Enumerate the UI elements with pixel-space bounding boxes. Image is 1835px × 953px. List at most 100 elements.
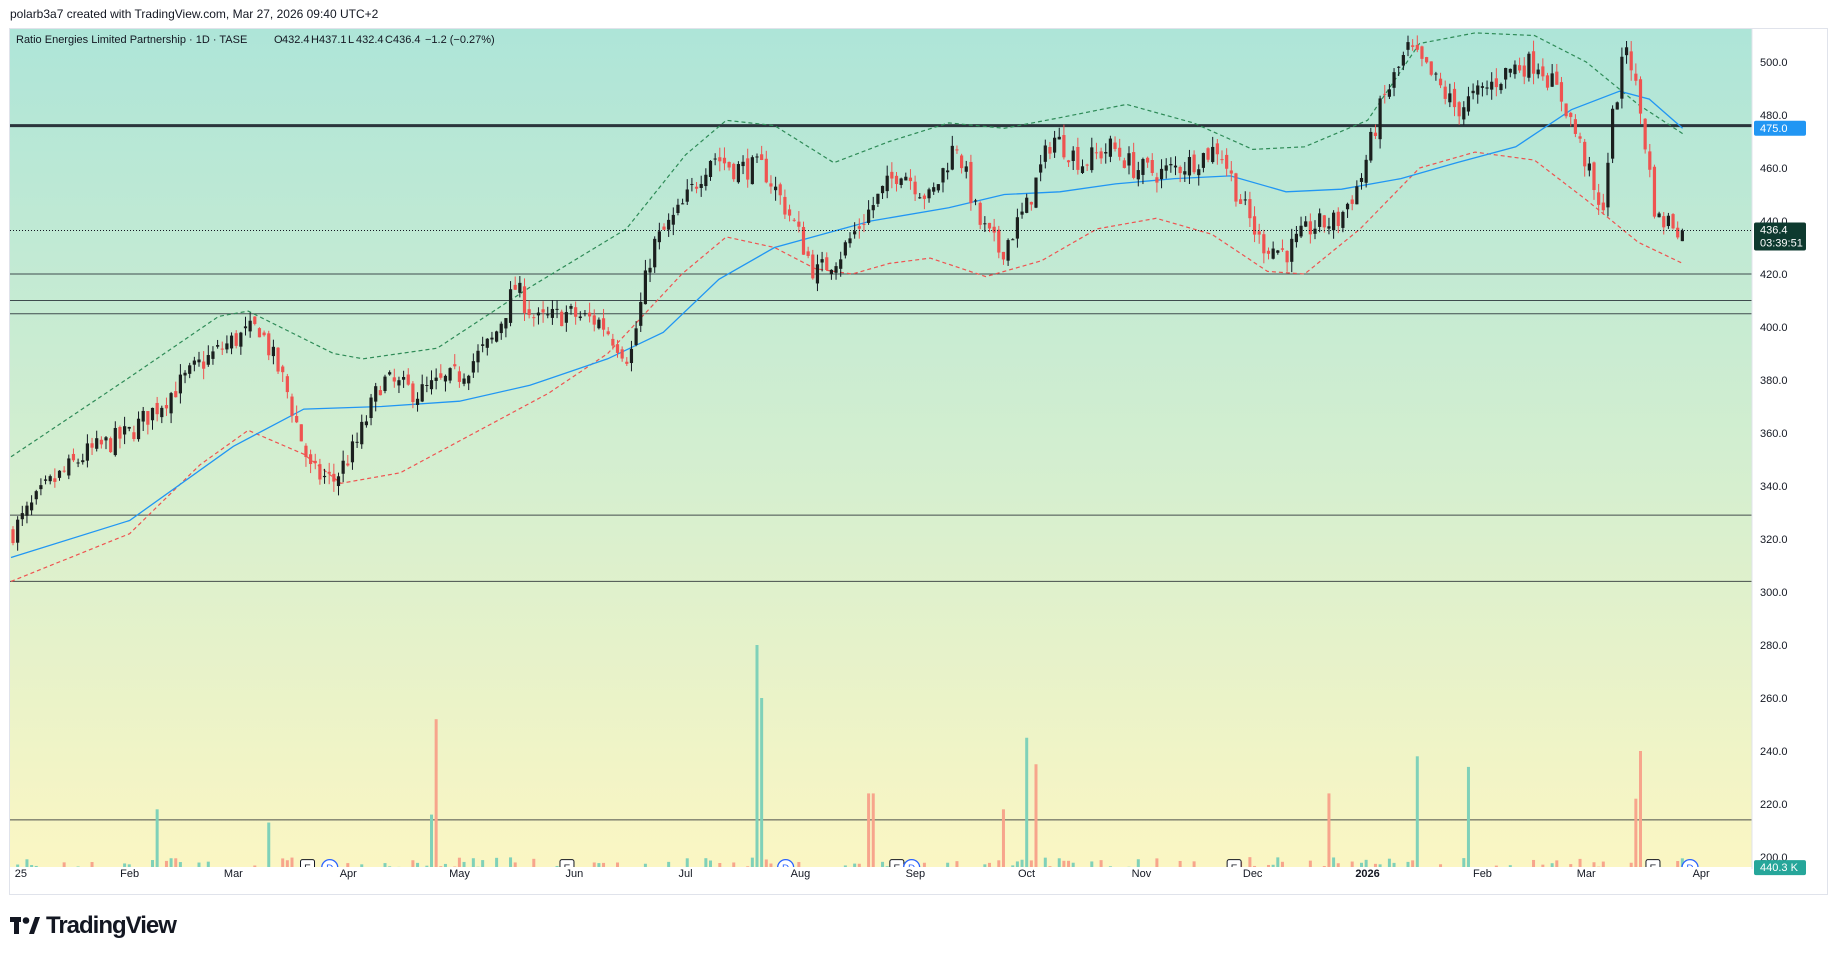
moving-average-line[interactable] — [10, 90, 1684, 559]
candle-body — [439, 373, 443, 378]
candle-body — [1039, 164, 1043, 173]
current-price-badge[interactable]: 436.403:39:51 — [1754, 222, 1806, 251]
volume-bar — [867, 793, 871, 894]
y-tick-label: 460.0 — [1760, 163, 1788, 175]
legend-c-label: C — [385, 34, 393, 46]
candle-body — [839, 259, 843, 269]
candle-body — [197, 359, 201, 363]
candles[interactable] — [11, 35, 1684, 551]
candle-body — [378, 390, 382, 396]
candle-body — [336, 476, 341, 487]
candle-body — [1583, 141, 1587, 167]
candle-body — [774, 186, 778, 191]
candle-body — [220, 348, 224, 350]
candle-body — [453, 364, 457, 367]
candle-body — [1680, 230, 1684, 242]
candle-body — [527, 309, 531, 316]
candle-body — [206, 355, 210, 365]
candle-body — [1229, 170, 1233, 174]
candle-body — [1597, 192, 1601, 205]
brand-footer[interactable]: TradingView — [10, 912, 177, 940]
candle-body — [685, 189, 689, 202]
candle-body — [1564, 103, 1568, 117]
candle-body — [1285, 250, 1289, 263]
candle-body — [1615, 102, 1619, 110]
candle-body — [973, 200, 978, 202]
candle-body — [657, 231, 661, 243]
x-tick-label: Mar — [1577, 868, 1596, 880]
price-axis[interactable] — [1752, 29, 1827, 894]
candle-body — [350, 441, 355, 463]
volume-bar — [434, 719, 438, 894]
candle-body — [1452, 88, 1457, 108]
candle-body — [1508, 68, 1512, 73]
x-tick-label: Jul — [679, 868, 693, 880]
volume-bar — [1327, 793, 1331, 894]
candle-body — [825, 257, 829, 271]
candle-body — [495, 331, 499, 342]
legend-h-value: 437.1 — [319, 34, 347, 46]
candle-body — [1197, 169, 1201, 176]
candle-body — [741, 161, 745, 167]
candle-body — [132, 432, 136, 440]
candle-body — [285, 376, 289, 393]
time-axis[interactable] — [10, 867, 1827, 894]
candle-body — [801, 226, 806, 255]
candle-body — [1276, 250, 1280, 253]
candle-body — [1397, 66, 1401, 68]
candle-body — [155, 402, 159, 415]
candle-body — [1299, 225, 1303, 237]
candle-body — [1178, 166, 1182, 174]
candle-body — [1043, 145, 1047, 162]
candle-body — [341, 460, 345, 474]
candle-body — [1341, 211, 1345, 228]
candle-body — [95, 438, 99, 449]
candle-body — [1183, 171, 1187, 175]
volume-bar — [755, 645, 759, 894]
candle-body — [941, 168, 945, 183]
y-tick-label: 220.0 — [1760, 799, 1788, 811]
lower-band-line[interactable] — [10, 151, 1683, 582]
candle-body — [267, 333, 271, 356]
candle-body — [1601, 202, 1605, 211]
candle-body — [485, 338, 489, 348]
candle-body — [1020, 211, 1024, 215]
candle-body — [676, 204, 680, 213]
candle-body — [1332, 212, 1336, 231]
candle-body — [1541, 66, 1545, 77]
candle-body — [653, 238, 657, 268]
candle-body — [932, 187, 936, 192]
candle-body — [876, 193, 880, 204]
candle-body — [983, 223, 987, 225]
candle-body — [178, 374, 182, 394]
candle-body — [1513, 64, 1517, 75]
chart-frame[interactable]: Ratio Energies Limited Partnership · 1D … — [9, 28, 1828, 895]
candle-body — [541, 309, 545, 313]
volume-badge[interactable]: 440.3 K — [1754, 860, 1806, 876]
candle-body — [922, 195, 926, 199]
candle-body — [1122, 160, 1126, 168]
candle-body — [1150, 160, 1154, 173]
candle-body — [1015, 217, 1019, 239]
candle-body — [560, 311, 564, 327]
candle-body — [1545, 75, 1550, 88]
candle-body — [811, 254, 815, 279]
level-price-badge[interactable]: 475.0 — [1754, 120, 1806, 136]
candle-body — [76, 462, 80, 464]
candle-body — [174, 391, 178, 398]
candle-body — [211, 351, 215, 359]
candle-body — [1448, 93, 1452, 103]
candle-body — [11, 529, 15, 544]
candle-body — [1401, 55, 1405, 66]
candle-body — [1206, 148, 1210, 160]
y-tick-label: 340.0 — [1760, 481, 1788, 493]
legend-symbol: Ratio Energies Limited Partnership · 1D … — [16, 34, 247, 46]
upper-band-line[interactable] — [10, 32, 1683, 458]
candle-body — [67, 458, 71, 476]
price-chart[interactable]: Ratio Energies Limited Partnership · 1D … — [10, 29, 1827, 894]
candle-body — [1313, 228, 1317, 234]
candle-body — [229, 335, 234, 349]
candle-body — [746, 158, 750, 180]
volume-bar — [1034, 764, 1038, 894]
candle-body — [588, 312, 592, 317]
